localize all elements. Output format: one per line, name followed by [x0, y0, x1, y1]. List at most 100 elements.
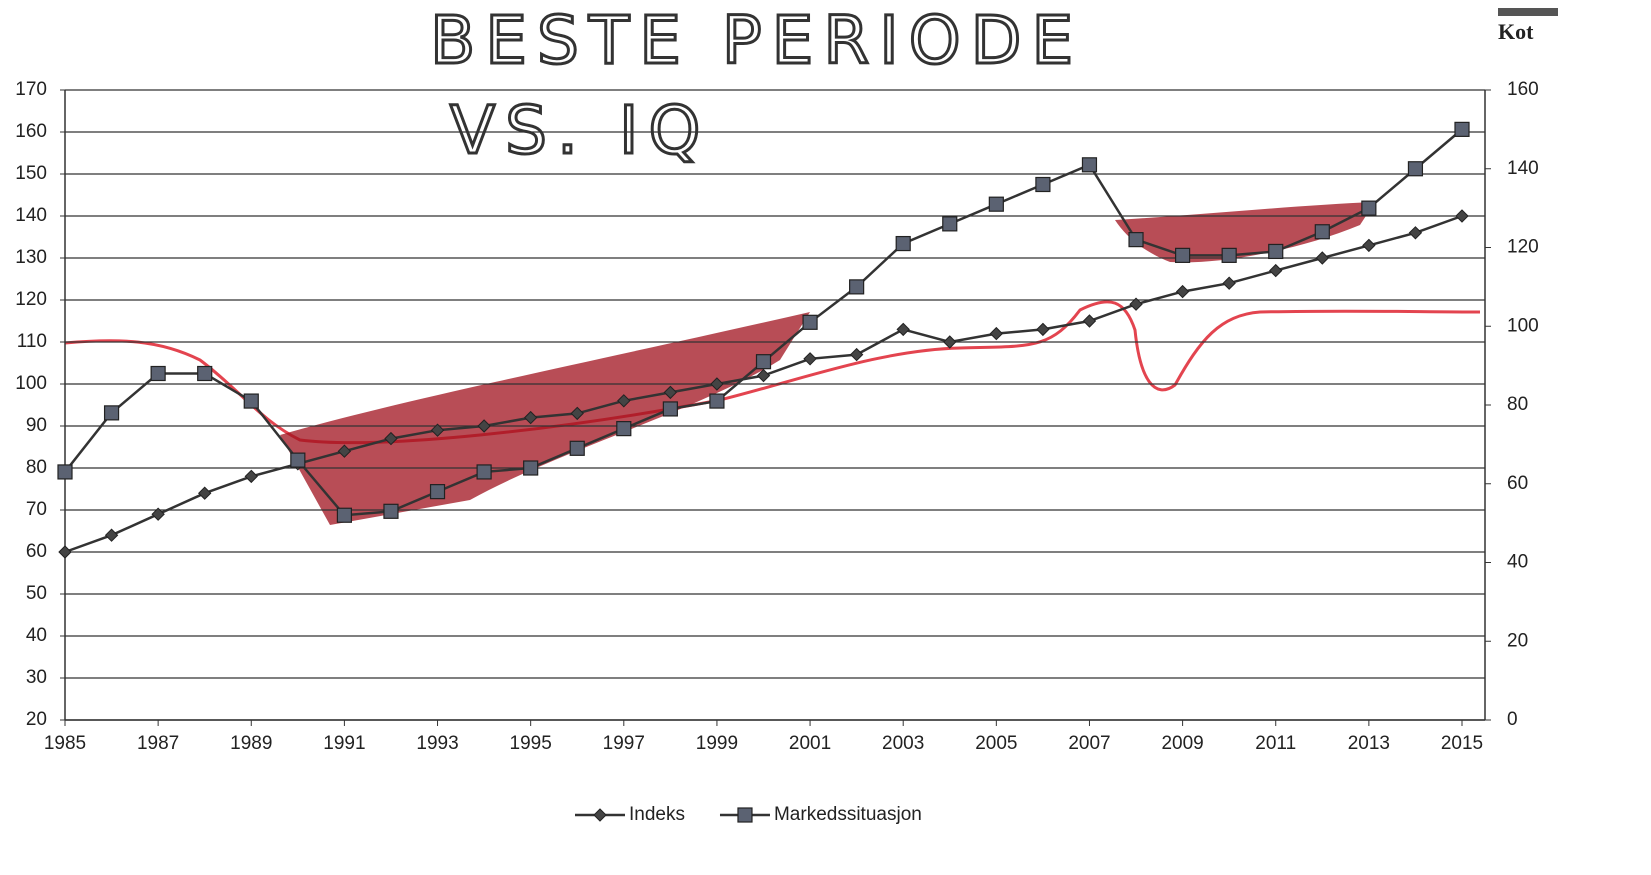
x-tick-label: 2007 — [1068, 733, 1110, 754]
data-point — [197, 365, 213, 382]
x-tick-label: 2013 — [1348, 733, 1390, 754]
data-point — [1269, 263, 1283, 278]
data-point — [1408, 226, 1423, 240]
data-point — [476, 464, 492, 480]
y2-tick-label: 60 — [1507, 473, 1528, 494]
series-line — [64, 128, 1463, 517]
data-point — [1081, 157, 1098, 173]
data-point — [988, 196, 1004, 212]
y-tick-label: 60 — [26, 541, 47, 562]
handwritten-red-shade — [1115, 202, 1375, 263]
x-tick-label: 2001 — [789, 733, 831, 754]
y-tick-label: 150 — [15, 163, 47, 184]
data-point — [1221, 247, 1237, 263]
data-point — [244, 469, 258, 484]
legend-marker — [593, 808, 607, 822]
data-point — [57, 464, 73, 480]
x-tick-label: 2015 — [1441, 733, 1483, 754]
data-point — [570, 406, 584, 421]
y-tick-label: 120 — [15, 289, 47, 310]
y-tick-label: 30 — [26, 667, 47, 688]
y2-tick-label: 100 — [1507, 315, 1539, 336]
y2-tick-label: 20 — [1507, 630, 1528, 651]
data-point — [1174, 247, 1191, 263]
x-tick-label: 2009 — [1161, 733, 1203, 754]
data-point — [710, 377, 724, 391]
data-point — [569, 440, 585, 456]
data-point — [616, 421, 632, 437]
handwritten-title: BESTE PERIODE — [430, 2, 1083, 79]
y2-tick-label: 160 — [1507, 79, 1539, 100]
y-tick-label: 80 — [26, 457, 47, 478]
data-point — [709, 393, 725, 409]
data-point — [896, 322, 910, 337]
y-tick-label: 170 — [15, 79, 47, 100]
data-point — [1362, 238, 1376, 253]
x-tick-label: 2005 — [975, 733, 1017, 754]
data-point — [755, 354, 772, 370]
x-tick-label: 1985 — [44, 733, 86, 754]
y2-tick-label: 80 — [1507, 394, 1528, 415]
x-tick-label: 1997 — [603, 733, 645, 754]
data-point — [523, 460, 539, 476]
y2-tick-label: 120 — [1507, 237, 1539, 258]
data-point — [1082, 314, 1097, 328]
y-tick-label: 70 — [26, 499, 47, 520]
data-point — [849, 279, 865, 295]
x-tick-label: 2011 — [1255, 733, 1296, 754]
data-point — [989, 326, 1004, 341]
data-point — [1035, 176, 1051, 193]
data-point — [895, 235, 911, 252]
y-tick-label: 40 — [26, 625, 47, 646]
y-tick-label: 130 — [15, 247, 47, 268]
legend-marker — [737, 807, 753, 823]
data-point — [1175, 284, 1190, 299]
data-point — [58, 545, 72, 559]
x-tick-label: 1987 — [137, 733, 179, 754]
y-tick-label: 160 — [15, 121, 47, 142]
data-point — [523, 410, 538, 425]
y-tick-label: 50 — [26, 583, 47, 604]
data-point — [1128, 232, 1144, 248]
data-point — [1222, 276, 1236, 290]
data-point — [151, 507, 165, 521]
y-tick-label: 140 — [15, 205, 47, 226]
data-point — [384, 431, 398, 446]
x-tick-label: 1995 — [510, 733, 552, 754]
data-point — [1361, 200, 1377, 216]
data-point — [942, 216, 958, 232]
data-point — [197, 486, 212, 500]
y-tick-label: 90 — [26, 415, 47, 436]
data-point — [430, 423, 445, 437]
data-point — [1407, 161, 1424, 177]
y-tick-label: 100 — [15, 373, 47, 394]
data-point — [1315, 251, 1330, 265]
data-point — [383, 503, 399, 519]
data-point — [337, 444, 352, 458]
data-point — [243, 393, 259, 409]
data-point — [1314, 224, 1330, 240]
x-tick-label: 2003 — [882, 733, 924, 754]
data-point — [1268, 243, 1284, 260]
y-tick-label: 110 — [17, 331, 47, 352]
data-point — [103, 405, 120, 421]
data-point — [943, 335, 957, 349]
data-point — [803, 352, 817, 366]
data-point — [662, 401, 678, 417]
y2-tick-label: 40 — [1507, 552, 1528, 573]
data-point — [290, 452, 306, 468]
data-point — [802, 314, 818, 330]
data-point — [1129, 297, 1143, 311]
legend-swatch-fragment — [1498, 8, 1558, 16]
data-point — [756, 368, 771, 383]
legend-label: Indeks — [629, 804, 685, 825]
data-point — [477, 419, 491, 433]
data-point — [1454, 121, 1470, 137]
data-point — [104, 528, 119, 542]
handwritten-red-shade — [280, 312, 810, 525]
legend-label: Markedssituasjon — [774, 804, 922, 825]
y2-label: Kot — [1498, 19, 1534, 44]
data-point — [429, 484, 446, 500]
handwritten-note: VS. IQ — [450, 92, 710, 169]
